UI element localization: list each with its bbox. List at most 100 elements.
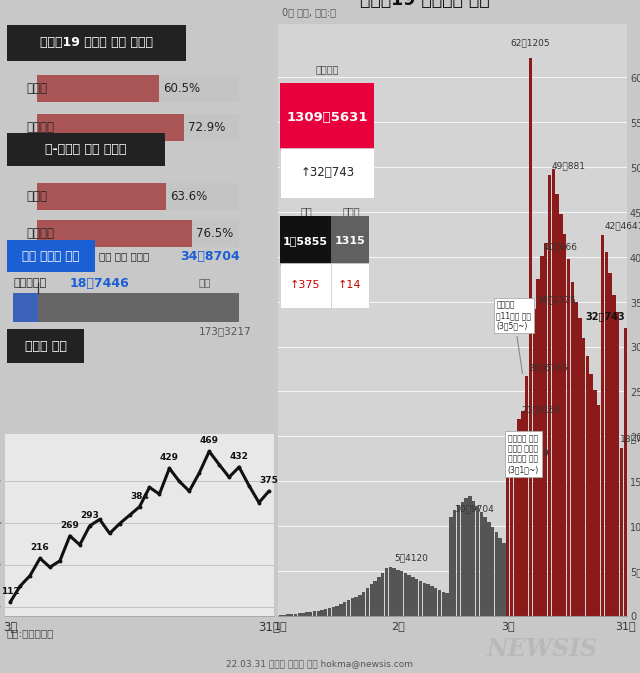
- Bar: [623, 328, 627, 616]
- Bar: [438, 590, 441, 616]
- FancyBboxPatch shape: [37, 75, 159, 102]
- Bar: [457, 505, 460, 616]
- Bar: [419, 581, 422, 616]
- Text: 269: 269: [60, 521, 79, 530]
- Bar: [514, 447, 517, 616]
- Bar: [430, 586, 434, 616]
- Bar: [400, 571, 403, 616]
- FancyBboxPatch shape: [37, 182, 239, 209]
- Bar: [385, 568, 388, 616]
- Bar: [339, 604, 342, 616]
- Bar: [381, 573, 385, 616]
- Bar: [298, 613, 301, 616]
- Bar: [491, 527, 494, 616]
- Bar: [278, 614, 282, 616]
- Bar: [479, 511, 483, 616]
- FancyBboxPatch shape: [13, 293, 38, 322]
- Text: 22.03.31 안지혜 그래픽 기자 hokma@newsis.com: 22.03.31 안지혜 그래픽 기자 hokma@newsis.com: [227, 660, 413, 668]
- Bar: [589, 374, 593, 616]
- Bar: [472, 501, 476, 616]
- Bar: [521, 411, 525, 616]
- Bar: [358, 595, 362, 616]
- Bar: [616, 312, 620, 616]
- Bar: [510, 456, 513, 616]
- Bar: [461, 502, 464, 616]
- Bar: [392, 568, 396, 616]
- Text: 영업시간
밤11시로 연장
(3월5일~): 영업시간 밤11시로 연장 (3월5일~): [497, 301, 531, 374]
- Text: 18만7446: 18만7446: [70, 277, 129, 289]
- Text: 17만1269: 17만1269: [509, 449, 549, 458]
- Bar: [362, 592, 365, 616]
- Bar: [476, 506, 479, 616]
- Bar: [347, 600, 350, 616]
- Bar: [305, 612, 308, 616]
- Bar: [412, 577, 415, 616]
- Bar: [434, 588, 438, 616]
- Bar: [540, 256, 543, 616]
- Text: 1315: 1315: [335, 236, 365, 246]
- FancyBboxPatch shape: [37, 75, 239, 102]
- Text: 63.6%: 63.6%: [170, 190, 207, 203]
- Bar: [556, 194, 559, 616]
- FancyBboxPatch shape: [37, 114, 239, 141]
- Bar: [570, 282, 574, 616]
- Bar: [320, 610, 324, 616]
- Text: ↑375: ↑375: [290, 281, 321, 290]
- Bar: [290, 614, 293, 616]
- Bar: [426, 584, 430, 616]
- Bar: [601, 235, 604, 616]
- FancyBboxPatch shape: [37, 114, 184, 141]
- Text: 누적확진: 누적확진: [316, 64, 339, 74]
- Bar: [468, 495, 472, 616]
- Text: 293: 293: [80, 511, 99, 520]
- Text: 수도권: 수도권: [27, 190, 47, 203]
- Text: 76.5%: 76.5%: [196, 227, 233, 240]
- FancyBboxPatch shape: [37, 220, 239, 247]
- Text: 42만4641: 42만4641: [604, 221, 640, 230]
- Bar: [449, 518, 452, 616]
- Bar: [286, 614, 289, 616]
- Text: 32만743: 32만743: [586, 311, 625, 321]
- Bar: [366, 588, 369, 616]
- Text: 432: 432: [230, 452, 248, 461]
- Bar: [578, 318, 582, 616]
- Text: 375: 375: [259, 476, 278, 485]
- Text: ↑14: ↑14: [338, 281, 362, 290]
- Bar: [506, 462, 509, 616]
- FancyBboxPatch shape: [280, 216, 331, 267]
- Bar: [355, 597, 358, 616]
- Bar: [422, 583, 426, 616]
- Bar: [605, 252, 608, 616]
- FancyBboxPatch shape: [280, 83, 374, 151]
- Text: 216: 216: [31, 543, 49, 553]
- FancyBboxPatch shape: [37, 220, 191, 247]
- Text: 비수도권: 비수도권: [27, 121, 54, 135]
- Text: 18만7197: 18만7197: [620, 434, 640, 444]
- Bar: [483, 517, 487, 616]
- Bar: [582, 338, 586, 616]
- Text: 40만666: 40만666: [544, 243, 578, 252]
- Text: 1만5855: 1만5855: [283, 236, 328, 246]
- Text: 전체: 전체: [198, 277, 211, 287]
- Bar: [529, 59, 532, 616]
- Bar: [544, 244, 547, 616]
- Bar: [309, 612, 312, 616]
- Bar: [612, 295, 616, 616]
- FancyBboxPatch shape: [7, 240, 95, 272]
- Bar: [369, 584, 373, 616]
- Text: 60.5%: 60.5%: [163, 82, 200, 95]
- Bar: [487, 522, 490, 616]
- Text: 21만9160: 21만9160: [521, 406, 561, 415]
- Bar: [396, 570, 399, 616]
- Bar: [552, 169, 555, 616]
- Bar: [377, 577, 381, 616]
- Bar: [465, 498, 468, 616]
- FancyBboxPatch shape: [331, 263, 369, 308]
- Text: 코로나19 신규확진 추이: 코로나19 신규확진 추이: [360, 0, 490, 9]
- Text: 384: 384: [130, 492, 149, 501]
- Bar: [317, 610, 320, 616]
- Bar: [597, 405, 600, 616]
- Text: 469: 469: [200, 437, 219, 446]
- Text: 10만9704: 10만9704: [454, 504, 495, 513]
- Bar: [499, 538, 502, 616]
